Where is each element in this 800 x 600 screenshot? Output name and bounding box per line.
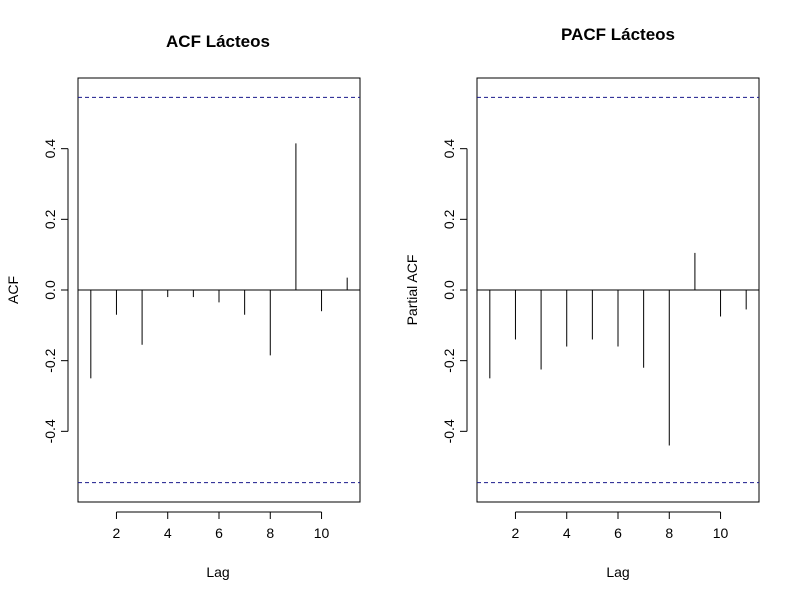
acf-y-tick-label: 0.2: [42, 209, 58, 229]
pacf-y-axis-label: Partial ACF: [404, 255, 420, 326]
acf-y-tick-label: 0.4: [42, 139, 58, 159]
acf-y-tick-label: -0.2: [42, 348, 58, 372]
acf-y-tick-label: 0.0: [42, 280, 58, 300]
pacf-title: PACF Lácteos: [561, 25, 675, 44]
acf-y-tick-label: -0.4: [42, 419, 58, 443]
pacf-x-tick-label: 10: [713, 525, 729, 541]
acf-x-tick-label: 8: [266, 525, 274, 541]
acf-x-tick-label: 2: [113, 525, 121, 541]
acf-x-tick-label: 10: [314, 525, 330, 541]
acf-x-tick-label: 6: [215, 525, 223, 541]
acf-y-axis-label: ACF: [5, 276, 21, 304]
pacf-y-tick-label: 0.0: [441, 280, 457, 300]
acf-x-tick-label: 4: [164, 525, 172, 541]
acf-panel: ACF Lácteos Lag ACF 2 4 6 8 10 -0.4 -0.2 0.0 0.2…: [5, 32, 361, 580]
pacf-panel: PACF Lácteos Lag Partial ACF 2 4 6 8 10 -0.4 -…: [404, 25, 760, 580]
acf-x-axis-label: Lag: [206, 564, 229, 580]
pacf-y-tick-label: -0.2: [441, 348, 457, 372]
pacf-x-tick-label: 6: [614, 525, 622, 541]
acf-title: ACF Lácteos: [166, 32, 270, 51]
pacf-x-axis-label: Lag: [606, 564, 629, 580]
pacf-y-tick-label: 0.2: [441, 209, 457, 229]
pacf-x-tick-label: 8: [665, 525, 673, 541]
pacf-x-tick-label: 4: [563, 525, 571, 541]
pacf-y-tick-label: 0.4: [441, 139, 457, 159]
pacf-y-tick-label: -0.4: [441, 419, 457, 443]
pacf-x-tick-label: 2: [512, 525, 520, 541]
